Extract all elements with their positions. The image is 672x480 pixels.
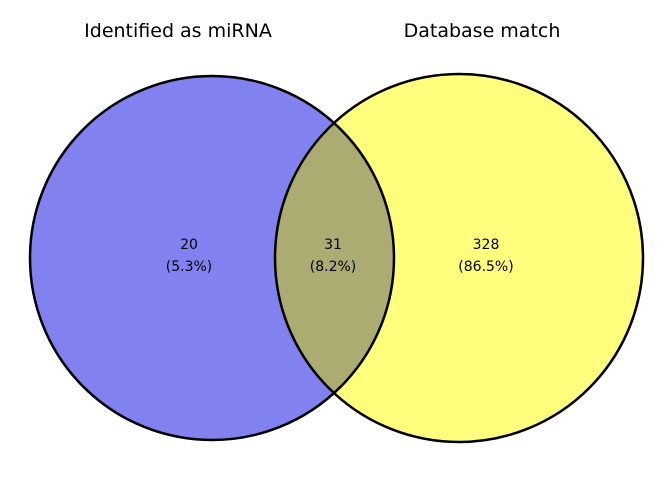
overlap-count: 31 <box>324 237 342 253</box>
left-only-percent: (5.3%) <box>166 259 213 275</box>
right-only-percent: (86.5%) <box>458 259 513 275</box>
overlap-percent: (8.2%) <box>310 259 357 275</box>
right-set-title: Database match <box>404 20 561 42</box>
left-only-count: 20 <box>180 237 198 253</box>
right-circle-outline <box>273 72 645 444</box>
overlap-region-fill <box>275 76 394 440</box>
left-set-title: Identified as miRNA <box>84 20 272 42</box>
right-only-count: 328 <box>473 237 500 253</box>
left-circle-outline <box>28 74 396 442</box>
